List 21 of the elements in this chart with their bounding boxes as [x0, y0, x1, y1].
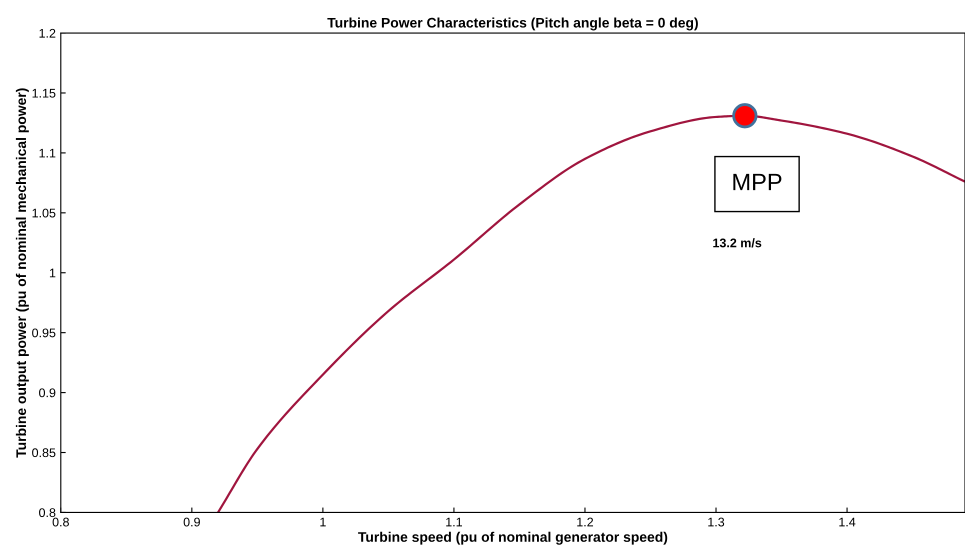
x-tick-label: 1.3: [708, 518, 724, 526]
y-tick-label: 0.85: [32, 448, 56, 458]
annotation: 13.2 m/s: [713, 238, 762, 248]
y-tick-label: 0.9: [39, 388, 56, 398]
y-tick-label: 1: [50, 268, 56, 278]
y-tick-label: 0.95: [32, 328, 56, 338]
chart-title: Turbine Power Characteristics (Pitch angle beta = 0 deg): [327, 17, 698, 30]
y-tick-label: 1.1: [40, 148, 56, 158]
x-tick-label: 0.8: [52, 518, 69, 526]
y-tick-label: 0.8: [39, 508, 56, 518]
x-tick-label: 1.2: [577, 518, 594, 526]
x-tick-label: 1: [320, 518, 326, 526]
x-tick-label: 0.9: [184, 518, 200, 526]
x-axis-title: Turbine speed (pu of nominal generator speed): [358, 532, 668, 545]
x-tick-label: 1.1: [446, 518, 462, 526]
y-tick-label: 1.2: [40, 28, 56, 38]
x-tick-label: 1.4: [839, 518, 856, 526]
y-tick-label: 1.15: [32, 88, 56, 98]
y-axis-title: Turbine output power (pu of nominal mechanical power): [16, 88, 29, 458]
y-tick-label: 1.05: [32, 208, 56, 218]
annotation: MPP: [733, 174, 782, 190]
